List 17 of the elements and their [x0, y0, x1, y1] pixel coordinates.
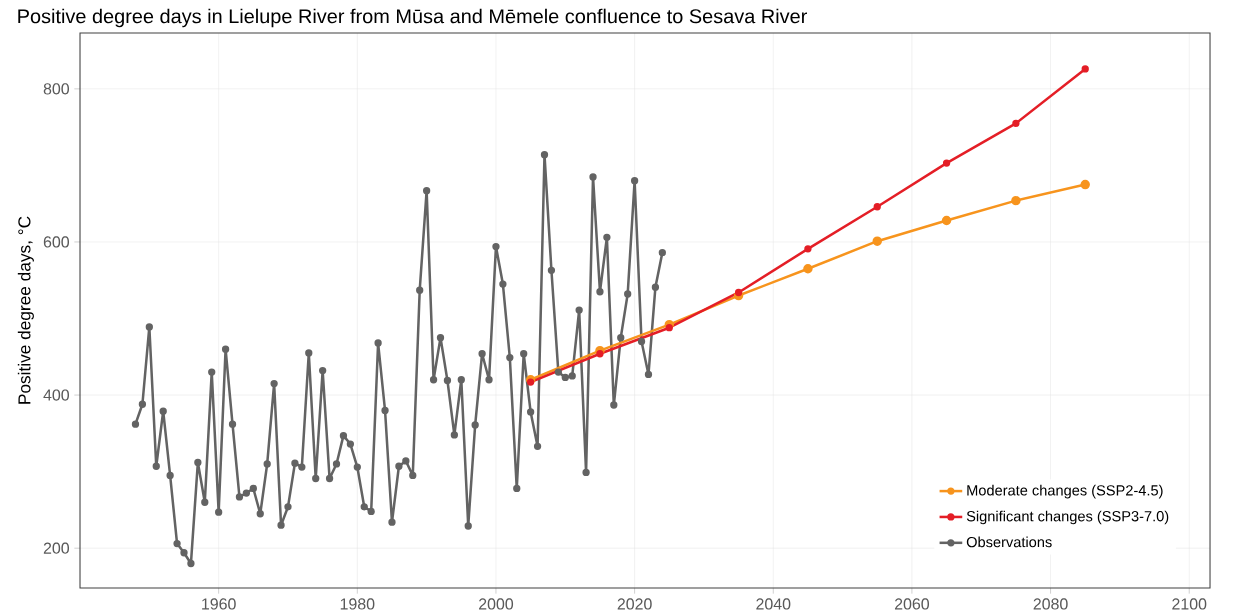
x-tick-label: 2040	[756, 598, 791, 610]
y-tick-label: 800	[43, 83, 70, 95]
legend-label: Moderate changes (SSP2-4.5)	[967, 484, 1163, 499]
y-tick-label: 200	[43, 542, 70, 554]
x-tick-label: 2080	[1033, 598, 1068, 610]
x-tick-label: 2000	[479, 598, 514, 610]
legend-label: Significant changes (SSP3-7.0)	[966, 510, 1169, 525]
chart-title: Positive degree days in Lielupe River from Mūsa and Mēmele confluence to Sesava River	[18, 8, 807, 28]
y-tick-label: 600	[43, 236, 70, 248]
x-tick-label: 2060	[894, 598, 930, 610]
x-tick-label: 2100	[1172, 598, 1207, 610]
x-tick-label: 1960	[202, 598, 236, 610]
x-tick-label: 2020	[617, 598, 652, 610]
y-axis-title: Positive degree days, °C	[17, 216, 34, 404]
x-tick-label: 1980	[340, 598, 375, 610]
y-tick-label: 400	[43, 389, 70, 401]
legend-label: Observations	[966, 536, 1052, 548]
